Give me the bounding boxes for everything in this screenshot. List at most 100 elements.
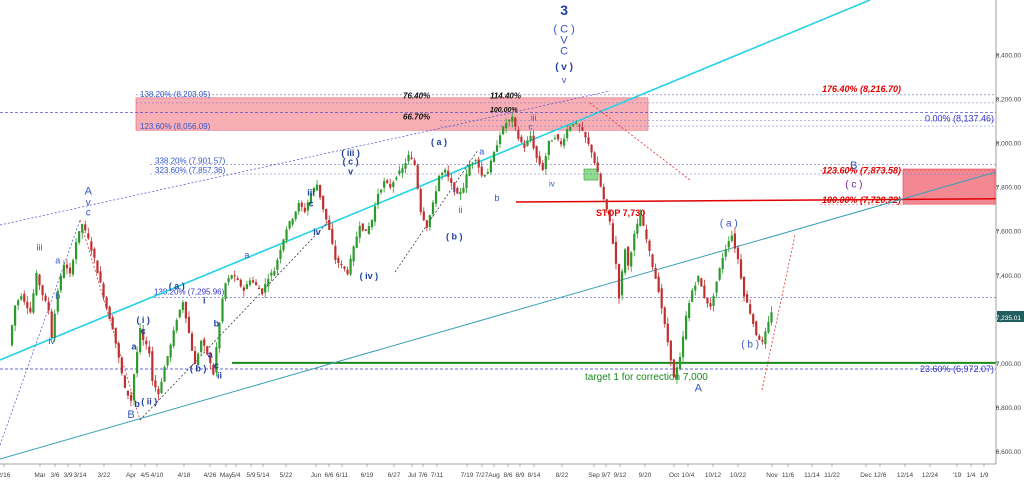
- candle-body: [175, 320, 178, 331]
- level-label: 138.20% (7,295.96): [154, 288, 225, 297]
- y-tick-label: 6,800.00: [996, 405, 1022, 412]
- candle-body: [276, 259, 279, 270]
- candle-body: [392, 182, 395, 188]
- wave-label: c: [214, 360, 219, 370]
- candle-body: [471, 162, 474, 164]
- candle-body: [157, 388, 160, 395]
- candle-body: [56, 290, 59, 312]
- candle-body: [636, 223, 639, 234]
- x-tick-label: 12/24: [922, 472, 939, 479]
- candle-body: [575, 123, 578, 125]
- candle-body: [294, 211, 297, 220]
- x-tick-label: May: [220, 472, 233, 479]
- candle-body: [587, 137, 590, 144]
- candle-body: [407, 154, 410, 162]
- candle-body: [68, 267, 72, 274]
- candle-body: [419, 189, 422, 213]
- wave-label: c: [529, 122, 533, 131]
- wave-label: i: [453, 185, 455, 195]
- wave-label: iii: [37, 243, 43, 253]
- x-tick-label: 8/22: [556, 472, 569, 479]
- candle-body: [322, 195, 325, 210]
- candle-body: [151, 351, 154, 381]
- candle-body: [559, 141, 563, 145]
- last-price-label: 7,235.01: [996, 315, 1022, 322]
- candle-body: [553, 137, 557, 139]
- candle-body: [724, 249, 727, 257]
- candle-body: [233, 275, 236, 277]
- candle-body: [17, 300, 20, 306]
- candle-body: [184, 301, 187, 319]
- candle-body: [325, 208, 328, 220]
- x-tick-label: 4/10: [151, 472, 164, 479]
- candle-body: [300, 202, 303, 207]
- candle-body: [681, 336, 685, 358]
- axes-layer: 8,400.00 8,200.00 8,000.00 7,800.00 7,600.00…: [0, 0, 1024, 479]
- candle-body: [517, 130, 520, 139]
- candle-body: [550, 140, 553, 142]
- level-label: 123.60% (7,873.58): [822, 165, 901, 175]
- x-tick-label: 10/12: [705, 472, 722, 479]
- candle-body: [572, 124, 575, 126]
- fib-box-label: 100.00%: [490, 107, 518, 114]
- candle-body: [614, 241, 618, 264]
- red-dotted-trend: [589, 102, 691, 181]
- candle-body: [672, 359, 675, 378]
- wave-label: a: [55, 256, 60, 266]
- x-tick-label: 3/22: [98, 472, 111, 479]
- candle-body: [236, 278, 239, 280]
- candle-body: [706, 297, 709, 304]
- candle-body: [111, 317, 114, 330]
- candle-body: [285, 229, 288, 241]
- candle-body: [474, 159, 477, 161]
- candle-body: [645, 229, 648, 240]
- candle-body: [145, 340, 148, 345]
- candle-body: [703, 285, 706, 298]
- stop-line: [515, 198, 997, 203]
- candle-body: [148, 346, 151, 354]
- candle-body: [538, 156, 541, 164]
- wave-iv-box: [583, 168, 599, 181]
- candle-body: [477, 159, 480, 168]
- candle-body: [84, 224, 87, 231]
- candle-body: [453, 182, 456, 192]
- candle-body: [331, 228, 334, 244]
- candle-body: [20, 296, 23, 300]
- candle-body: [59, 275, 62, 291]
- wave-label: b: [214, 319, 220, 329]
- candle-body: [410, 157, 413, 160]
- level-label: 23.60% (6,972.07): [920, 364, 994, 374]
- candle-body: [251, 280, 255, 283]
- candle-body: [712, 296, 715, 306]
- wave-label: c: [86, 208, 91, 219]
- x-tick-label: 8/14: [528, 472, 541, 479]
- candle-body: [50, 311, 53, 338]
- candle-body: [651, 254, 654, 268]
- candle-body: [35, 272, 38, 295]
- wave-label: ( b ): [190, 364, 207, 374]
- level-label: 100.00% (7,720.22): [822, 195, 901, 205]
- candle-body: [367, 226, 370, 234]
- candle-body: [746, 294, 749, 303]
- x-tick-label: 6/11: [336, 472, 349, 479]
- candle-body: [639, 215, 642, 227]
- candle-body: [642, 215, 645, 226]
- candle-body: [312, 188, 316, 193]
- candle-body: [99, 271, 102, 283]
- candle-body: [739, 259, 743, 279]
- y-tick-label: 7,400.00: [996, 273, 1022, 280]
- candle-body: [556, 134, 560, 140]
- wave-label: ( a ): [431, 137, 447, 147]
- wave-label: ii: [458, 205, 462, 215]
- candle-body: [29, 307, 32, 313]
- fib-box-label: 114.40%: [490, 92, 521, 101]
- candle-body: [139, 327, 142, 353]
- candle-body: [129, 395, 133, 401]
- candle-body: [718, 268, 721, 280]
- candle-body: [41, 285, 44, 296]
- candle-body: [376, 194, 380, 205]
- candle-body: [593, 152, 596, 163]
